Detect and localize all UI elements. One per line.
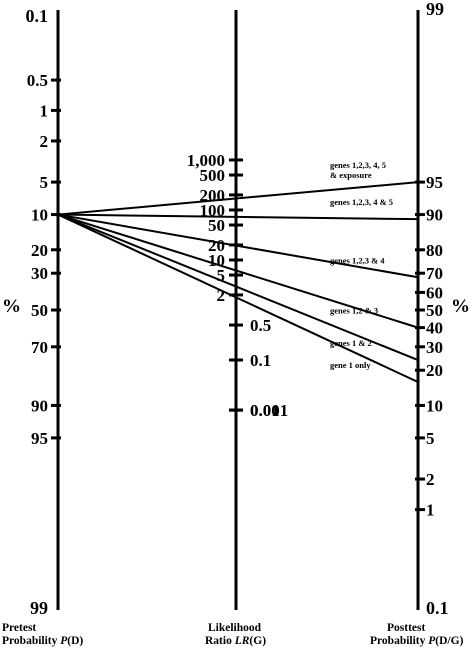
posttest-tick-label: 10 bbox=[426, 396, 443, 415]
pretest-tick-label: 90 bbox=[31, 396, 48, 415]
result-line bbox=[57, 213, 419, 383]
pretest-title-line1: Pretest bbox=[2, 622, 37, 634]
lr-tick-label: 0.5 bbox=[250, 316, 271, 335]
lr-tick-label: 2 bbox=[217, 286, 226, 305]
result-line-label: genes 1,2 & 3 bbox=[330, 306, 378, 316]
pretest-tick-label: 5 bbox=[40, 173, 49, 192]
lr-axis-title: Likelihood Ratio LR(G) bbox=[205, 622, 266, 648]
result-line bbox=[57, 213, 419, 279]
lr-tick-label: 100 bbox=[200, 201, 226, 220]
pretest-tick-label: 1 bbox=[40, 101, 49, 120]
right-percent-unit: % bbox=[451, 296, 470, 317]
posttest-title-line2: Probability P(D/G) bbox=[370, 635, 464, 647]
lr-tick-label: 0.1 bbox=[250, 351, 271, 370]
result-line bbox=[57, 213, 419, 329]
result-line-label: gene 1 only bbox=[330, 360, 371, 370]
pretest-tick-label: 20 bbox=[31, 241, 48, 260]
lr-title-line1: Likelihood bbox=[208, 622, 262, 634]
pretest-tick-label: 70 bbox=[31, 338, 48, 357]
posttest-tick-label: 95 bbox=[426, 173, 443, 192]
pretest-tick-label: 30 bbox=[31, 264, 48, 283]
lr-tick-label: 1,000 bbox=[187, 151, 225, 170]
lr-tick-label: 5 bbox=[217, 266, 226, 285]
pretest-tick-label: 0.1 bbox=[26, 6, 49, 26]
posttest-tick-label: 0.1 bbox=[426, 598, 449, 618]
pretest-tick-label: 95 bbox=[31, 429, 48, 448]
posttest-axis-title: Posttest Probability P(D/G) bbox=[370, 622, 463, 648]
posttest-tick-label: 5 bbox=[426, 429, 435, 448]
result-line-label: genes 1,2,3, 4, 5 bbox=[330, 160, 386, 170]
posttest-tick-label: 1 bbox=[426, 501, 435, 520]
posttest-tick-label: 30 bbox=[426, 338, 443, 357]
posttest-tick-label: 50 bbox=[426, 301, 443, 320]
result-line bbox=[57, 213, 419, 361]
result-line-label: genes 1 & 2 bbox=[330, 338, 372, 348]
left-percent-unit: % bbox=[2, 296, 21, 317]
posttest-title-line1: Posttest bbox=[387, 622, 426, 634]
lr-tick-label: 0.001 bbox=[250, 401, 288, 420]
pretest-title-line2: Probability P(D) bbox=[2, 635, 84, 647]
result-line bbox=[57, 181, 419, 216]
result-line-label: genes 1,2,3 & 4 bbox=[330, 255, 385, 265]
lr-title-line2: Ratio LR(G) bbox=[205, 635, 267, 647]
lr-tick-label: 50 bbox=[208, 216, 225, 235]
pretest-tick-label: 50 bbox=[31, 301, 48, 320]
lr-tick-label: 500 bbox=[200, 166, 226, 185]
result-line-label: & exposure bbox=[330, 170, 372, 180]
pretest-tick-label: 10 bbox=[31, 206, 48, 225]
pretest-axis-title: Pretest Probability P(D) bbox=[2, 622, 83, 648]
posttest-tick-label: 2 bbox=[426, 470, 435, 489]
result-line bbox=[57, 213, 419, 221]
result-line-label: genes 1,2,3, 4 & 5 bbox=[330, 197, 393, 207]
posttest-tick-label: 90 bbox=[426, 206, 443, 225]
pretest-tick-label: 2 bbox=[40, 132, 49, 151]
lr-tick-label: 0.01 bbox=[250, 401, 280, 420]
posttest-tick-label: 20 bbox=[426, 361, 443, 380]
posttest-tick-label: 60 bbox=[426, 283, 443, 302]
posttest-tick-label: 80 bbox=[426, 241, 443, 260]
posttest-tick-label: 70 bbox=[426, 264, 443, 283]
posttest-tick-label: 40 bbox=[426, 319, 443, 338]
posttest-tick-label: 99 bbox=[426, 0, 444, 19]
pretest-tick-label: 99 bbox=[30, 598, 48, 618]
pretest-tick-label: 0.5 bbox=[27, 71, 48, 90]
